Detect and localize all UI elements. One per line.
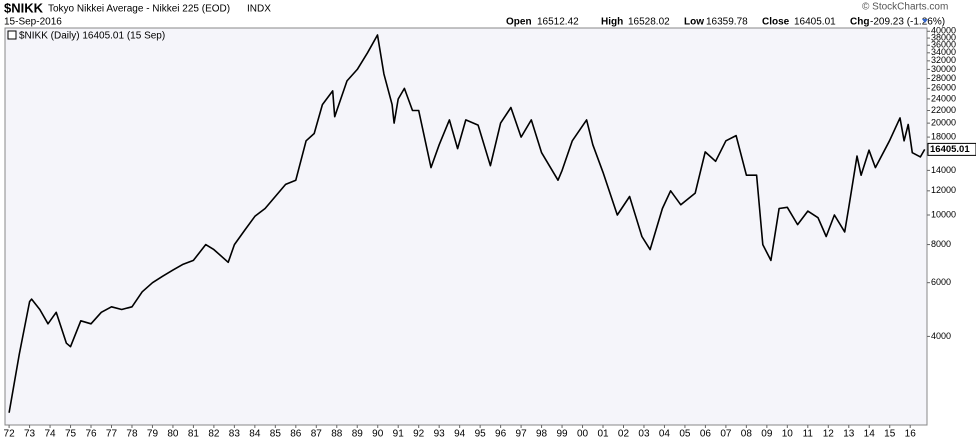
low: 16359.78 [706, 17, 748, 28]
y-tick-label: 30000 [931, 64, 956, 74]
x-tick-label: 92 [413, 429, 425, 440]
x-tick-label: 84 [249, 429, 261, 440]
y-tick-label: 26000 [931, 83, 956, 93]
x-tick-label: 98 [536, 429, 548, 440]
x-tick-label: 12 [823, 429, 835, 440]
low-label: Low [684, 17, 704, 28]
x-tick-label: 86 [290, 429, 302, 440]
x-tick-label: 03 [638, 429, 650, 440]
x-tick-label: 95 [475, 429, 487, 440]
x-tick-label: 93 [434, 429, 446, 440]
x-tick-label: 79 [147, 429, 159, 440]
open-label: Open [506, 17, 532, 28]
x-tick-label: 80 [167, 429, 179, 440]
x-tick-label: 78 [126, 429, 138, 440]
date: 15-Sep-2016 [4, 17, 62, 28]
y-tick-label: 22000 [931, 105, 956, 115]
last-value-label: 16405.01 [930, 144, 970, 155]
x-tick-label: 85 [270, 429, 282, 440]
x-tick-label: 01 [597, 429, 609, 440]
x-tick-label: 08 [741, 429, 753, 440]
close-label: Close [762, 17, 790, 28]
x-tick-label: 72 [4, 429, 16, 440]
x-tick-label: 75 [65, 429, 77, 440]
y-tick-label: 12000 [931, 185, 956, 195]
x-tick-label: 89 [352, 429, 364, 440]
y-tick-label: 18000 [931, 131, 956, 141]
x-tick-label: 13 [843, 429, 855, 440]
y-tick-label: 38000 [931, 32, 956, 42]
y-tick-label: 6000 [931, 277, 951, 287]
x-tick-label: 07 [720, 429, 732, 440]
exchange: INDX [247, 4, 271, 15]
x-tick-label: 74 [44, 429, 56, 440]
y-tick-label: 14000 [931, 165, 956, 175]
y-tick-label: 40000 [931, 26, 956, 36]
high: 16528.02 [628, 17, 670, 28]
y-tick-label: 10000 [931, 209, 956, 219]
change-label: Chg [850, 17, 869, 28]
x-tick-label: 02 [618, 429, 630, 440]
price-line [8, 34, 926, 413]
x-tick-label: 99 [556, 429, 568, 440]
x-tick-label: 82 [208, 429, 220, 440]
x-tick-label: 76 [85, 429, 97, 440]
x-tick-label: 90 [372, 429, 384, 440]
y-tick-label: 32000 [931, 55, 956, 65]
x-tick-label: 83 [229, 429, 241, 440]
x-tick-label: 06 [700, 429, 712, 440]
y-tick-label: 4000 [931, 331, 951, 341]
high-label: High [601, 17, 623, 28]
x-tick-label: 91 [393, 429, 405, 440]
x-tick-label: 73 [24, 429, 36, 440]
x-tick-label: 97 [516, 429, 528, 440]
y-tick-label: 20000 [931, 118, 956, 128]
x-tick-label: 11 [803, 429, 814, 440]
x-tick-label: 77 [106, 429, 118, 440]
x-tick-label: 94 [454, 429, 466, 440]
y-tick-label: 36000 [931, 40, 956, 50]
open: 16512.42 [537, 17, 579, 28]
x-tick-label: 00 [577, 429, 589, 440]
x-tick-label: 88 [331, 429, 343, 440]
x-tick-label: 09 [761, 429, 773, 440]
chart-title: Tokyo Nikkei Average - Nikkei 225 (EOD) [48, 4, 230, 15]
x-tick-label: 14 [864, 429, 876, 440]
x-tick-label: 10 [782, 429, 794, 440]
x-tick-label: 87 [311, 429, 323, 440]
change: -209.23 (-1.26%) [870, 17, 945, 28]
x-tick-label: 81 [188, 429, 200, 440]
credit: © StockCharts.com [862, 2, 948, 13]
close: 16405.01 [794, 17, 836, 28]
x-tick-label: 04 [659, 429, 671, 440]
legend-label: $NIKK (Daily) 16405.01 (15 Sep) [19, 31, 165, 42]
y-tick-label: 28000 [931, 73, 956, 83]
x-tick-label: 15 [884, 429, 896, 440]
x-tick-label: 96 [495, 429, 507, 440]
x-tick-label: 16 [905, 429, 917, 440]
dropdown-arrow [922, 19, 928, 23]
plot-area [4, 27, 928, 426]
legend-swatch [7, 30, 17, 40]
symbol: $NIKK [4, 0, 44, 15]
y-tick-label: 24000 [931, 93, 956, 103]
x-tick-label: 05 [679, 429, 691, 440]
last-value-box [927, 142, 976, 156]
y-tick-label: 8000 [931, 239, 951, 249]
y-tick-label: 34000 [931, 47, 956, 57]
